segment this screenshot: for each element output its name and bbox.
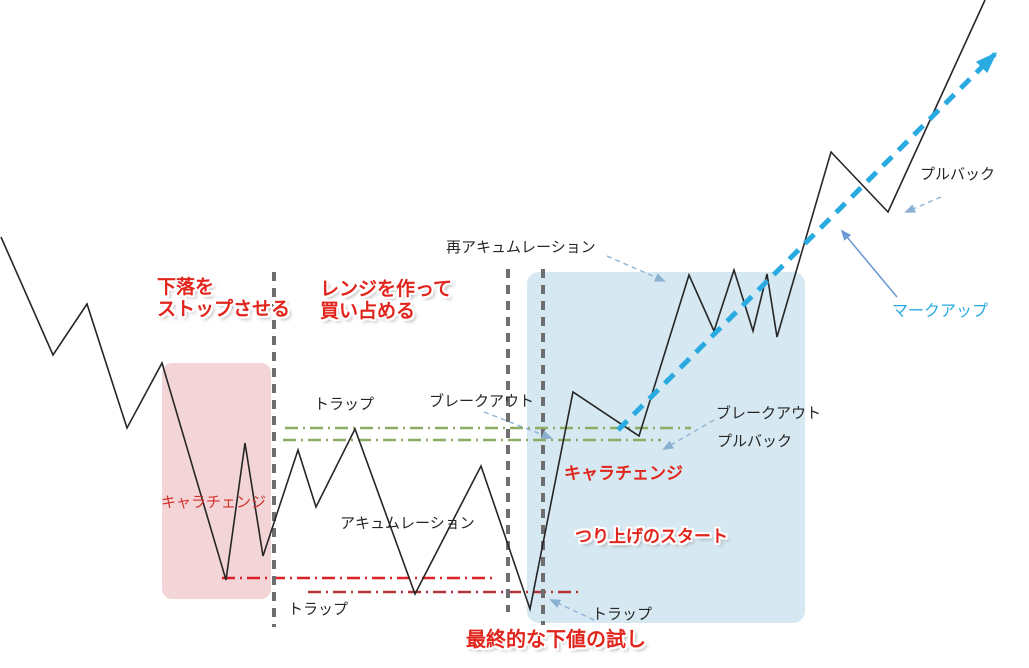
markup-trend-arrow bbox=[616, 51, 998, 432]
phase2-label: レンジを作って 買い占める bbox=[320, 279, 453, 322]
trap-lower-left-label: トラップ bbox=[288, 601, 349, 618]
breakout-right-label: ブレークアウト bbox=[716, 405, 822, 422]
character-change-left-label: キャラチェンジ bbox=[161, 494, 267, 511]
pullback-top-arrow bbox=[904, 196, 942, 213]
breakout-left-arrow bbox=[483, 411, 553, 439]
reaccumulation-arrow bbox=[606, 255, 666, 282]
phase1-label: 下落を ストップさせる bbox=[157, 277, 291, 320]
final-test-label: 最終的な下値の試し bbox=[466, 629, 646, 651]
trap-bottom-arrow bbox=[549, 599, 595, 621]
trap-lower-right-label: トラップ bbox=[592, 606, 653, 623]
trap-upper-label: トラップ bbox=[314, 396, 375, 413]
price-line bbox=[0, 0, 986, 613]
breakout-right-arrow bbox=[662, 419, 715, 451]
markup-pointer-arrow bbox=[840, 229, 898, 298]
pullback-top-label: プルバック bbox=[920, 166, 996, 183]
character-change-right-label: キャラチェンジ bbox=[564, 464, 683, 483]
breakout-left-label: ブレークアウト bbox=[429, 393, 535, 410]
pullback-right-label: プルバック bbox=[717, 433, 793, 450]
markup-start-label: つり上げのスタート bbox=[575, 527, 728, 546]
reaccumulation-label: 再アキュムレーション bbox=[446, 239, 596, 256]
markup-label: マークアップ bbox=[892, 303, 989, 320]
accumulation-label: アキュムレーション bbox=[340, 515, 475, 532]
stop-decline-region bbox=[162, 363, 271, 599]
